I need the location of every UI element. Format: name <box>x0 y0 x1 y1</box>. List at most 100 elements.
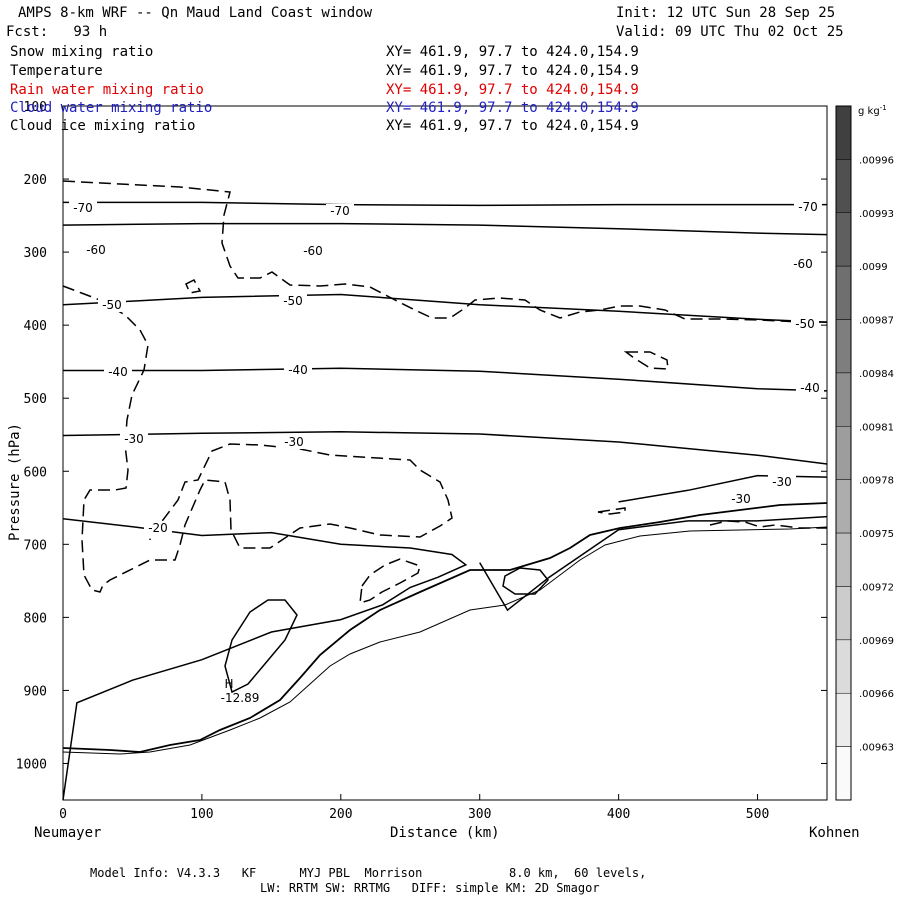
temperature-contour <box>479 515 828 612</box>
x-axis-label: Distance (km) <box>390 825 500 841</box>
contour-label-bg <box>791 317 819 331</box>
colorbar-tick-label: .00987 <box>859 316 894 327</box>
colorbar: g kg-1 .00996 .00993 .0099 .00987 .00984 .009… <box>835 104 894 801</box>
field-label: Snow mixing ratio <box>10 44 154 60</box>
contour-label: -40 <box>108 365 128 379</box>
contour-label: -50 <box>795 317 815 331</box>
x-tick-label: 0 <box>59 807 67 822</box>
contour-label: -60 <box>303 244 323 258</box>
colorbar-tick-label: .00978 <box>859 476 894 487</box>
colorbar-unit: g kg-1 <box>858 104 887 117</box>
colorbar-swatch <box>835 746 852 801</box>
y-tick-label: 600 <box>24 465 47 480</box>
colorbar-swatch <box>835 212 852 267</box>
y-tick-label: 500 <box>24 392 47 407</box>
field-xy: XY= 461.9, 97.7 to 424.0,154.9 <box>386 44 639 60</box>
field-xy: XY= 461.9, 97.7 to 424.0,154.9 <box>386 63 639 79</box>
field-xy: XY= 461.9, 97.7 to 424.0,154.9 <box>386 118 639 134</box>
colorbar-tick-label: .00972 <box>859 582 894 593</box>
chart-title: AMPS 8-km WRF -- Qn Maud Land Coast wind… <box>18 5 373 21</box>
contour-label-bg <box>144 521 172 535</box>
colorbar-swatch <box>835 639 852 694</box>
y-tick-label: 300 <box>24 246 47 261</box>
terrain-surface <box>62 526 828 755</box>
colorbar-frame <box>835 105 852 801</box>
contour-label: -30 <box>772 475 792 489</box>
contour-label-bg <box>796 381 824 395</box>
contour-label-bg <box>299 244 327 258</box>
contour-label-bg <box>768 475 796 489</box>
contour-label: -20 <box>148 521 168 535</box>
colorbar-swatch <box>835 532 852 587</box>
colorbar-tick-label: .00966 <box>859 689 894 700</box>
field-label: Cloud ice mixing ratio <box>10 118 196 134</box>
contour-label-bg <box>120 432 148 446</box>
plot-frame <box>62 105 828 801</box>
x-endpoint-left: Neumayer <box>34 825 102 841</box>
snow-mixing-ratio-contours <box>62 180 827 605</box>
temperature-contour <box>62 293 828 323</box>
colorbar-swatch <box>835 159 852 214</box>
y-tick-label: 700 <box>24 538 47 553</box>
contour-label-bg <box>794 200 822 214</box>
contour-label: -40 <box>288 363 308 377</box>
contour-label: -30 <box>124 432 144 446</box>
colorbar-tick-label: .00984 <box>859 369 894 380</box>
y-tick-label: 400 <box>24 319 47 334</box>
contour-label: -60 <box>86 243 106 257</box>
colorbar-swatch <box>835 479 852 534</box>
y-tick-label: 200 <box>24 173 47 188</box>
contour-label: -30 <box>284 435 304 449</box>
x-tick-label: 300 <box>468 807 491 822</box>
colorbar-tick-label: .00963 <box>859 743 894 754</box>
extremum-value: -12.89 <box>221 691 260 705</box>
contour-label: -60 <box>793 257 813 271</box>
contour-label-bg <box>104 365 132 379</box>
x-tick-label: 100 <box>190 807 213 822</box>
temperature-contour <box>63 201 827 207</box>
model-info: Model Info: V4.3.3 KF MYJ PBL Morrison 8… <box>90 866 647 880</box>
temperature-contour <box>62 222 828 236</box>
contour-label: -50 <box>102 298 122 312</box>
model-physics: LW: RRTM SW: RRTMG DIFF: simple KM: 2D S… <box>260 881 600 895</box>
contour-label: -70 <box>330 204 350 218</box>
contour-label-bg <box>69 201 97 215</box>
field-xy: XY= 461.9, 97.7 to 424.0,154.9 <box>386 100 639 116</box>
y-tick-label: 800 <box>24 611 47 626</box>
colorbar-swatch <box>835 265 852 320</box>
field-label: Rain water mixing ratio <box>10 82 204 98</box>
contour-label-bg <box>280 435 308 449</box>
contour-label: -70 <box>798 200 818 214</box>
colorbar-tick-label: .00975 <box>859 529 894 540</box>
temperature-contour <box>62 431 828 465</box>
y-tick-label: 100 <box>24 100 47 115</box>
y-axis-label: Pressure (hPa) <box>7 423 23 542</box>
contour-label-bg <box>98 298 126 312</box>
colorbar-swatch <box>835 319 852 374</box>
x-tick-label: 400 <box>607 807 630 822</box>
field-label: Temperature <box>10 63 103 79</box>
colorbar-swatch <box>835 105 852 160</box>
colorbar-tick-label: .00993 <box>859 209 894 220</box>
contour-label-bg <box>326 204 354 218</box>
colorbar-swatch <box>835 426 852 480</box>
valid-time: Valid: 09 UTC Thu 02 Oct 25 <box>616 24 844 40</box>
warm-pocket-contour <box>502 567 549 595</box>
colorbar-tick-label: .00969 <box>859 636 894 647</box>
colorbar-tick-label: .00996 <box>859 155 894 166</box>
extremum-symbol: H <box>224 677 233 691</box>
temperature-contour <box>63 367 828 392</box>
terrain-outline <box>62 502 828 753</box>
temperature-contour <box>62 517 468 801</box>
x-tick-label: 200 <box>329 807 352 822</box>
init-time: Init: 12 UTC Sun 28 Sep 25 <box>616 5 836 21</box>
contour-label: -40 <box>800 381 820 395</box>
contour-label-bg <box>727 492 755 506</box>
colorbar-swatch <box>835 692 852 747</box>
y-tick-label: 1000 <box>16 757 47 772</box>
contour-label-bg <box>789 257 817 271</box>
forecast-hour: Fcst: 93 h <box>6 24 108 40</box>
colorbar-swatch <box>835 586 852 641</box>
colorbar-swatch <box>835 372 852 427</box>
